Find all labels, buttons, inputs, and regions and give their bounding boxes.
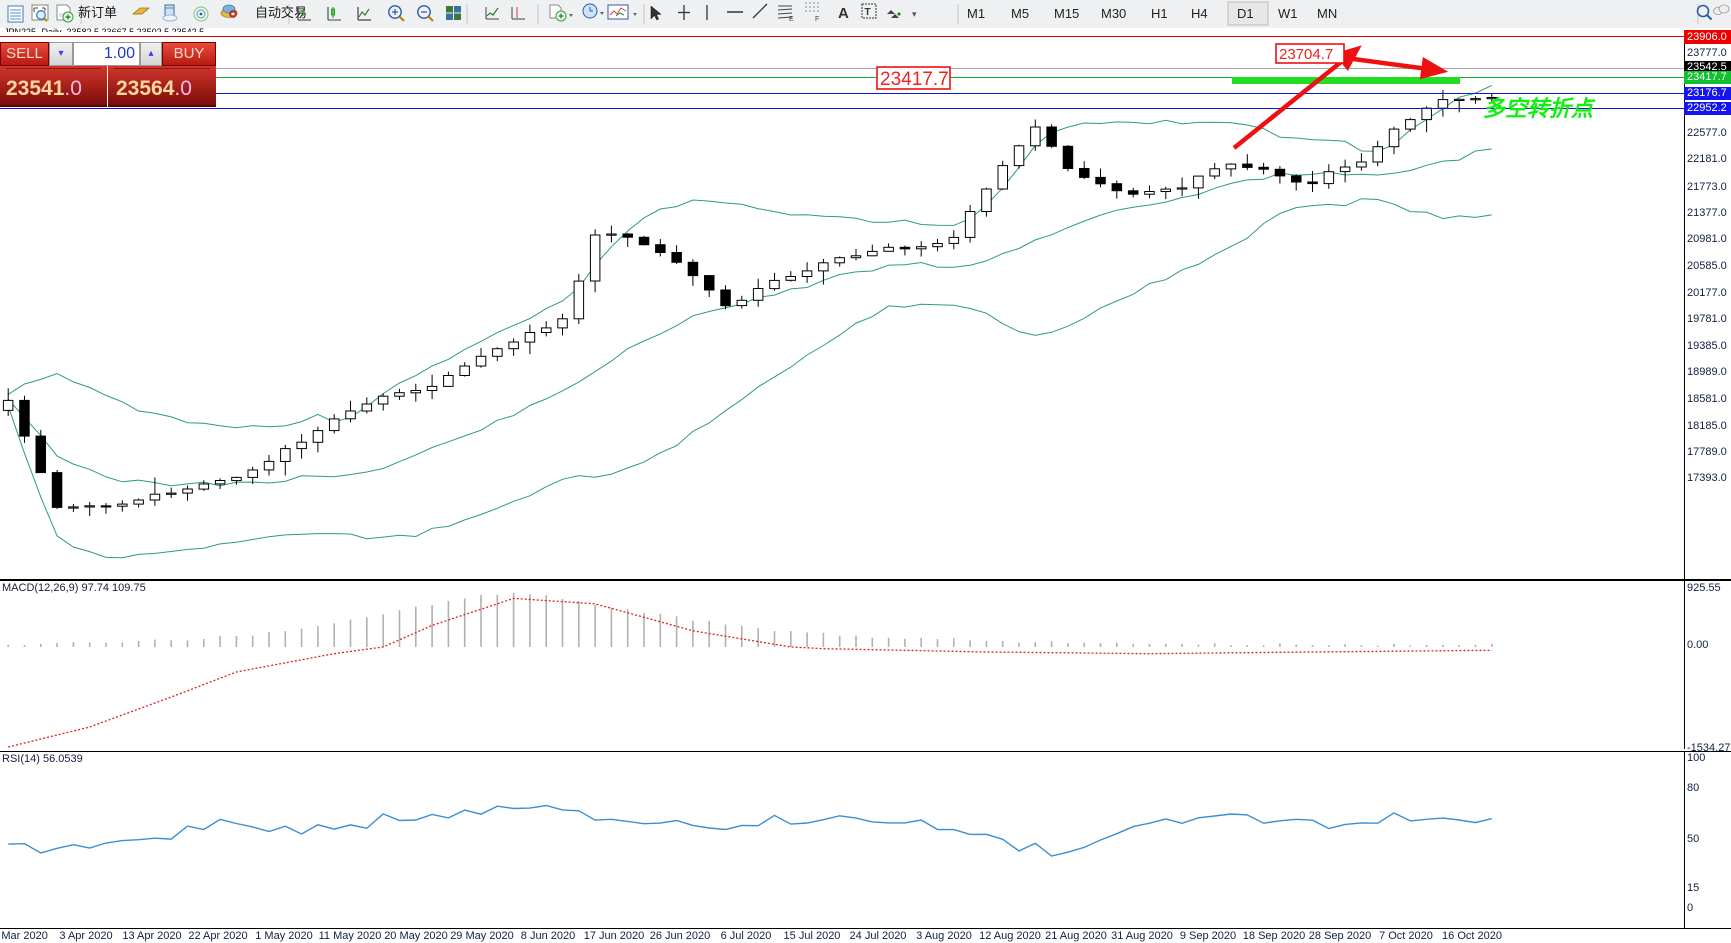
svg-text:23704.7: 23704.7: [1279, 46, 1333, 63]
svg-text:23417.7: 23417.7: [880, 69, 949, 90]
